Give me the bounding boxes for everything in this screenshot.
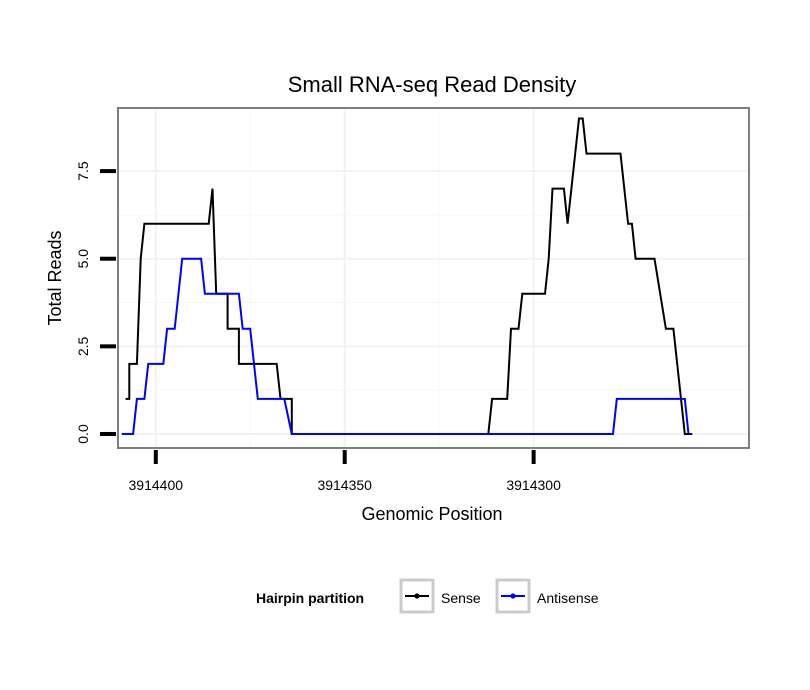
y-axis: 0.0 2.5 5.0 7.5 (75, 161, 116, 444)
chart-title: Small RNA-seq Read Density (288, 72, 577, 97)
legend-label-sense: Sense (441, 590, 481, 606)
x-tick-label: 3914300 (506, 477, 561, 493)
x-axis: 3914400 3914350 3914300 (129, 450, 561, 493)
y-tick-label: 7.5 (75, 161, 91, 181)
y-tick-label: 2.5 (75, 336, 91, 356)
series-line-antisense (121, 257, 690, 435)
y-axis-title: Total Reads (45, 230, 65, 325)
x-axis-title: Genomic Position (361, 504, 502, 524)
legend-title: Hairpin partition (256, 590, 364, 606)
series-lines (121, 117, 693, 435)
series-line-sense (125, 117, 693, 435)
x-tick-label: 3914350 (317, 477, 372, 493)
plot-border (117, 107, 750, 449)
y-tick-label: 0.0 (75, 424, 91, 444)
x-tick-label: 3914400 (129, 477, 184, 493)
grid (118, 108, 749, 448)
legend: Hairpin partition Sense Antisense (256, 578, 599, 614)
y-tick-label: 5.0 (75, 249, 91, 269)
legend-label-antisense: Antisense (537, 590, 599, 606)
legend-key-antisense-point (510, 593, 516, 599)
legend-key-sense-point (414, 593, 420, 599)
plot-panel (118, 108, 749, 448)
